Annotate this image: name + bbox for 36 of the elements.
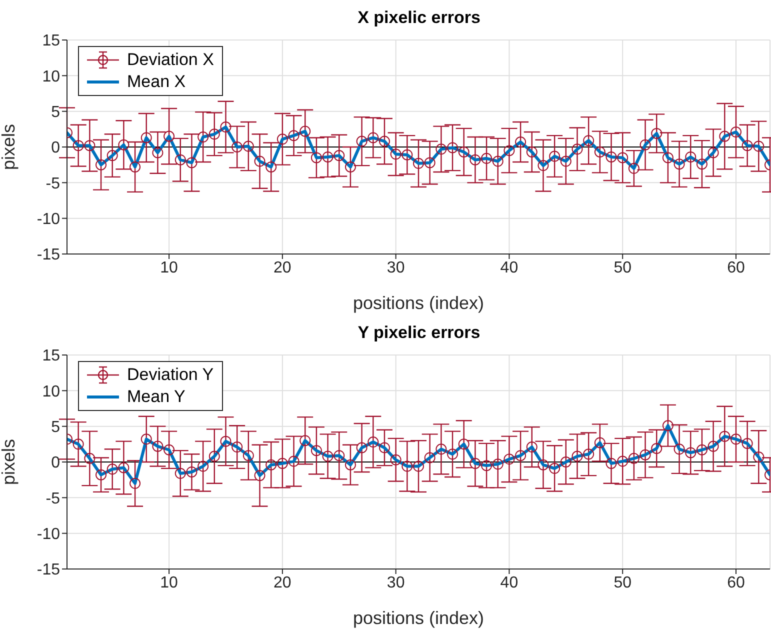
y-axis-title: pixels	[0, 124, 18, 170]
x-tick-label: 30	[386, 259, 405, 276]
x-tick-label: 20	[274, 574, 292, 592]
x-tick-label: 40	[500, 574, 518, 592]
x-tick-label: 60	[727, 574, 745, 592]
y-tick-label: 15	[42, 32, 60, 50]
legend-label: Deviation Y	[127, 364, 214, 386]
y-tick-label: -5	[46, 175, 60, 192]
legend-label: Mean Y	[127, 386, 186, 408]
y-tick-label: -5	[46, 490, 60, 508]
x-tick-label: 10	[160, 574, 178, 592]
y-tick-label: 15	[42, 348, 60, 365]
x-axis-title: positions (index)	[352, 608, 484, 628]
chart-title: Y pixelic errors	[356, 323, 482, 343]
y-tick-label: -10	[36, 526, 60, 544]
chart-title: X pixelic errors	[356, 8, 482, 28]
x-tick-label: 20	[274, 259, 292, 276]
x-tick-label: 10	[160, 259, 178, 276]
x-tick-label: 30	[386, 574, 405, 592]
x-axis-title: positions (index)	[352, 293, 484, 313]
y-tick-label: 5	[51, 419, 60, 436]
x-tick-label: 50	[614, 259, 632, 276]
y-tick-label: 10	[42, 68, 60, 86]
y-tick-label: 0	[51, 454, 60, 472]
y-tick-label: -15	[36, 246, 60, 264]
legend-label: Mean X	[127, 71, 186, 93]
y-tick-label: 5	[51, 104, 60, 122]
y-tick-label: -10	[36, 211, 60, 228]
x-tick-label: 60	[727, 259, 745, 276]
y-axis-title: pixels	[0, 438, 18, 486]
y-tick-label: 10	[42, 383, 60, 400]
x-tick-label: 40	[500, 259, 518, 276]
legend-label: Deviation X	[127, 49, 214, 71]
y-tick-label: -15	[36, 562, 60, 579]
x-tick-label: 50	[614, 574, 632, 592]
y-tick-label: 0	[51, 140, 60, 157]
